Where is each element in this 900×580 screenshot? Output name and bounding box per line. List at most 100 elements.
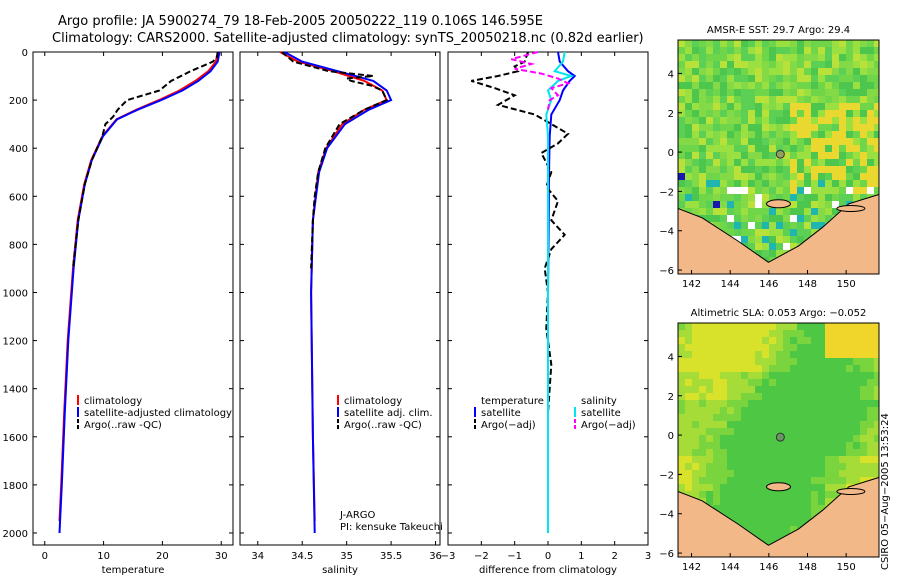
- argo-float-marker: [775, 432, 785, 442]
- y-tick-label: 1400: [3, 385, 28, 396]
- map-cell: [685, 491, 692, 498]
- map-cell: [853, 166, 860, 173]
- map-cell: [748, 519, 755, 526]
- map-cell: [692, 173, 699, 180]
- map-cell: [797, 152, 804, 159]
- map-cell: [825, 449, 832, 456]
- map-cell: [846, 96, 853, 103]
- map-cell: [776, 215, 783, 222]
- map-cell: [811, 505, 818, 512]
- map-cell: [797, 208, 804, 215]
- map-cell: [685, 131, 692, 138]
- map-cell: [783, 337, 790, 344]
- map-cell: [825, 386, 832, 393]
- map-cell: [762, 393, 769, 400]
- map-cell: [797, 173, 804, 180]
- map-cell: [741, 110, 748, 117]
- map-cell: [748, 407, 755, 414]
- map-cell: [748, 421, 755, 428]
- map-cell: [706, 201, 713, 208]
- map-cell: [755, 215, 762, 222]
- map-cell: [755, 54, 762, 61]
- map-cell: [776, 421, 783, 428]
- map-cell: [818, 358, 825, 365]
- map-cell: [860, 131, 867, 138]
- map-cell: [755, 484, 762, 491]
- map-cell: [741, 379, 748, 386]
- map-cell: [832, 166, 839, 173]
- map-cell: [734, 152, 741, 159]
- map-cell: [734, 393, 741, 400]
- plot-frame-temperature: [32, 51, 234, 546]
- map-cell: [797, 484, 804, 491]
- map-cell: [783, 229, 790, 236]
- map-cell: [804, 330, 811, 337]
- map-cell: [706, 82, 713, 89]
- map-cell: [790, 215, 797, 222]
- map-cell: [790, 463, 797, 470]
- map-cell: [818, 337, 825, 344]
- map-cell: [734, 180, 741, 187]
- map-cell: [734, 68, 741, 75]
- map-cell: [811, 96, 818, 103]
- map-cell: [825, 75, 832, 82]
- map-cell: [804, 463, 811, 470]
- map-cell: [860, 330, 867, 337]
- map-cell: [860, 124, 867, 131]
- map-cell: [804, 337, 811, 344]
- map-cell: [769, 351, 776, 358]
- map-cell: [874, 110, 879, 117]
- map-cell: [783, 477, 790, 484]
- map-cell: [811, 124, 818, 131]
- legend-label: Argo(..raw -QC): [84, 420, 162, 431]
- map-cell: [832, 54, 839, 61]
- map-cell: [846, 152, 853, 159]
- map-cell: [783, 47, 790, 54]
- map-cell: [804, 166, 811, 173]
- map-cell: [846, 393, 853, 400]
- map-cell: [692, 131, 699, 138]
- map-cell: [727, 491, 734, 498]
- map-cell: [853, 110, 860, 117]
- map-cell: [699, 330, 706, 337]
- map-cell: [804, 491, 811, 498]
- map-cell: [797, 215, 804, 222]
- map-cell: [678, 372, 685, 379]
- map-cell: [846, 194, 853, 201]
- map-cell: [839, 54, 846, 61]
- map-cell: [706, 187, 713, 194]
- y-tick-label: 1800: [3, 481, 28, 492]
- map-cell: [790, 117, 797, 124]
- map-cell: [748, 89, 755, 96]
- map-cell: [846, 54, 853, 61]
- map-cell: [853, 442, 860, 449]
- map-cell: [727, 477, 734, 484]
- map-cell: [692, 358, 699, 365]
- map-cell: [699, 421, 706, 428]
- map-cell: [720, 47, 727, 54]
- map-cell: [762, 337, 769, 344]
- map-cell: [825, 194, 832, 201]
- map-cell: [839, 110, 846, 117]
- map-cell: [755, 194, 762, 201]
- map-cell: [755, 337, 762, 344]
- map-cell: [797, 229, 804, 236]
- map-cell: [755, 365, 762, 372]
- map-cell: [692, 414, 699, 421]
- map-cell: [713, 477, 720, 484]
- map-cell: [727, 344, 734, 351]
- map-cell: [825, 180, 832, 187]
- y-tick-label: 0: [22, 48, 28, 59]
- map-cell: [720, 96, 727, 103]
- map-cell: [678, 330, 685, 337]
- map-cell: [783, 110, 790, 117]
- map-cell: [720, 463, 727, 470]
- map-cell: [797, 344, 804, 351]
- map-cell: [748, 159, 755, 166]
- map-cell: [867, 180, 874, 187]
- map-cell: [853, 96, 860, 103]
- map-cell: [720, 407, 727, 414]
- map-cell: [818, 351, 825, 358]
- map-cell: [790, 180, 797, 187]
